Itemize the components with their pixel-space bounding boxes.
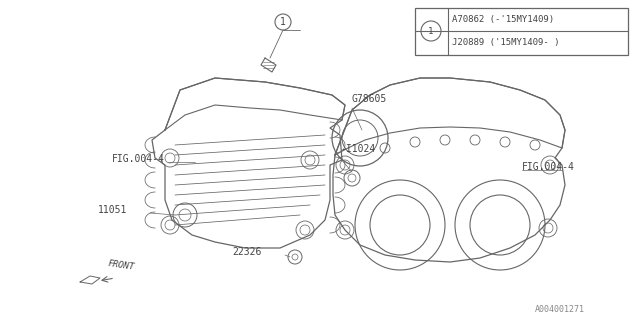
Text: G78605: G78605	[352, 94, 387, 104]
Text: 11051: 11051	[98, 205, 127, 215]
Text: -I1024: -I1024	[340, 144, 375, 154]
Text: A004001271: A004001271	[535, 305, 585, 314]
Text: FIG.004-4: FIG.004-4	[112, 154, 165, 164]
Text: 1: 1	[428, 27, 434, 36]
Text: FRONT: FRONT	[107, 259, 135, 272]
Text: FIG.004-4: FIG.004-4	[522, 162, 575, 172]
Text: 1: 1	[280, 17, 286, 27]
Text: J20889 ('15MY1409- ): J20889 ('15MY1409- )	[452, 38, 559, 47]
Text: A70862 (-'15MY1409): A70862 (-'15MY1409)	[452, 15, 554, 24]
Text: 22326: 22326	[232, 247, 261, 257]
Bar	[415, 8, 628, 55]
